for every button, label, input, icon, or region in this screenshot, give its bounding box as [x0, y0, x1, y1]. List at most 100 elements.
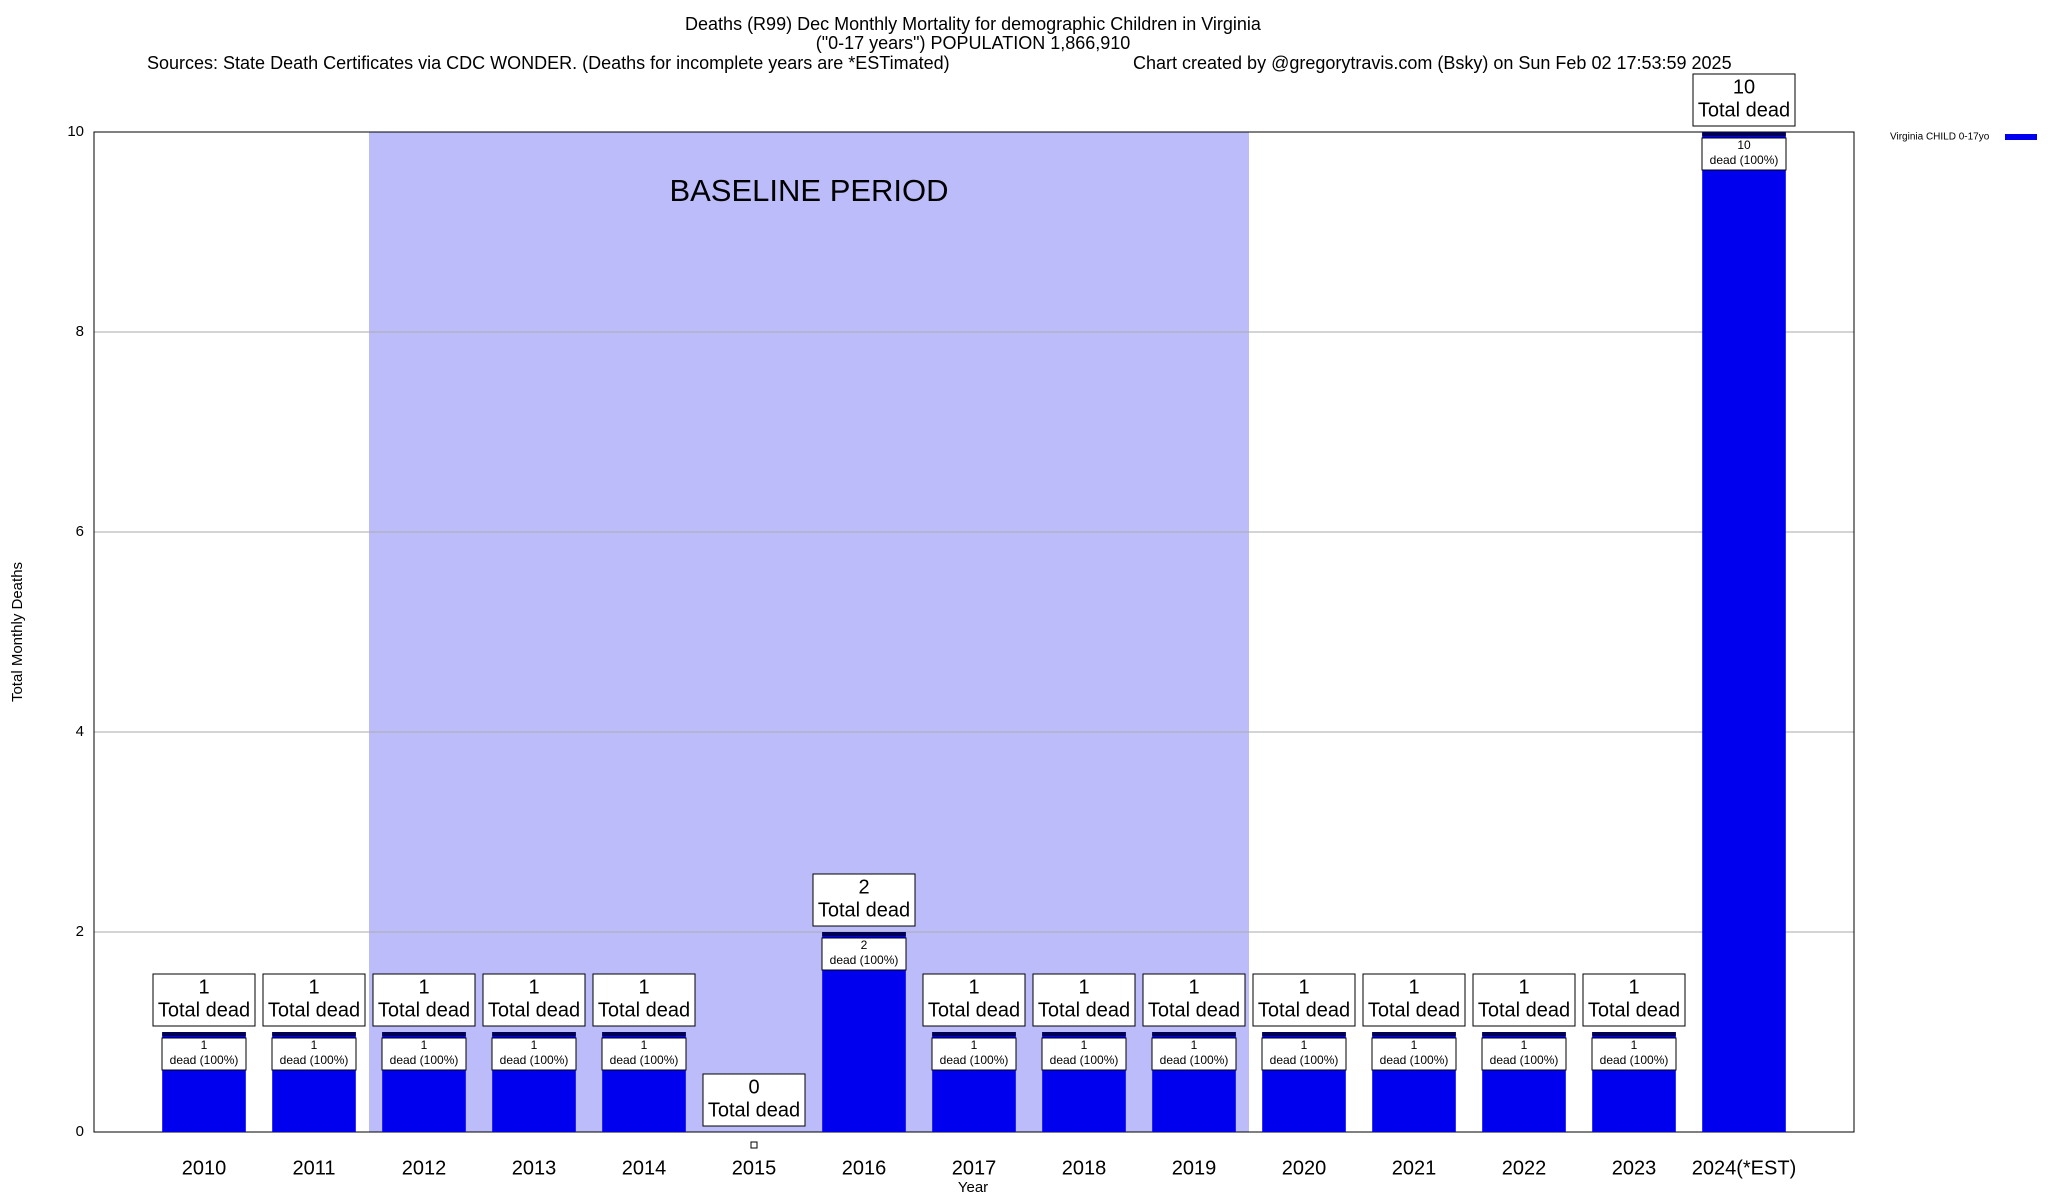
segment-label: dead (100%) — [1050, 1053, 1119, 1067]
baseline-label: BASELINE PERIOD — [669, 173, 948, 208]
total-value: 1 — [198, 976, 209, 998]
total-label-box — [1582, 973, 1686, 1027]
legend-label: Virginia CHILD 0-17yo — [1890, 132, 1990, 143]
segment-label: dead (100%) — [610, 1053, 679, 1067]
x-tick-label: 2022 — [1502, 1157, 1547, 1179]
total-value: 1 — [1188, 976, 1199, 998]
total-label-box — [1362, 973, 1466, 1027]
zero-marker — [750, 1141, 758, 1149]
x-tick-label: 2024(*EST) — [1692, 1157, 1797, 1179]
total-value: 1 — [1628, 976, 1639, 998]
total-label: Total dead — [1148, 999, 1240, 1021]
segment-label: dead (100%) — [1270, 1053, 1339, 1067]
baseline-region — [369, 132, 1249, 1132]
total-label: Total dead — [818, 899, 910, 921]
total-value: 1 — [1078, 976, 1089, 998]
total-label-box — [152, 973, 256, 1027]
x-tick-label: 2013 — [512, 1157, 557, 1179]
segment-label-box — [1701, 137, 1787, 171]
x-tick-label: 2015 — [732, 1157, 777, 1179]
chart-subtitle: ("0-17 years") POPULATION 1,866,910 — [816, 33, 1131, 53]
segment-label: dead (100%) — [280, 1053, 349, 1067]
segment-label-box — [1041, 1037, 1127, 1071]
total-label-box — [592, 973, 696, 1027]
segment-label-box — [491, 1037, 577, 1071]
total-value: 1 — [1408, 976, 1419, 998]
total-value: 0 — [748, 1076, 759, 1098]
segment-label-box — [381, 1037, 467, 1071]
x-tick-label: 2021 — [1392, 1157, 1437, 1179]
segment-label: dead (100%) — [500, 1053, 569, 1067]
total-label: Total dead — [378, 999, 470, 1021]
segment-value: 1 — [1521, 1038, 1528, 1052]
segment-value: 10 — [1737, 138, 1751, 152]
y-axis-label: Total Monthly Deaths — [9, 562, 26, 702]
segment-label-box — [601, 1037, 687, 1071]
segment-value: 1 — [1301, 1038, 1308, 1052]
segment-label: dead (100%) — [170, 1053, 239, 1067]
segment-value: 1 — [971, 1038, 978, 1052]
segment-value: 1 — [311, 1038, 318, 1052]
total-value: 10 — [1733, 76, 1755, 98]
x-tick-label: 2019 — [1172, 1157, 1217, 1179]
x-tick-label: 2016 — [842, 1157, 887, 1179]
x-tick-label: 2023 — [1612, 1157, 1657, 1179]
segment-label: dead (100%) — [1490, 1053, 1559, 1067]
chart-title: Deaths (R99) Dec Monthly Mortality for d… — [685, 14, 1262, 34]
x-tick-label: 2010 — [182, 1157, 227, 1179]
segment-label: dead (100%) — [830, 953, 899, 967]
x-tick-label: 2014 — [622, 1157, 667, 1179]
segment-label: dead (100%) — [1380, 1053, 1449, 1067]
total-label: Total dead — [158, 999, 250, 1021]
y-tick-label: 2 — [76, 923, 84, 940]
legend-swatch — [2005, 134, 2037, 140]
x-axis-label: Year — [958, 1179, 988, 1196]
total-label-box — [482, 973, 586, 1027]
total-label-box — [1472, 973, 1576, 1027]
total-label-box — [1142, 973, 1246, 1027]
total-label-box — [372, 973, 476, 1027]
y-tick-label: 4 — [76, 723, 84, 740]
total-label: Total dead — [1588, 999, 1680, 1021]
segment-label-box — [1261, 1037, 1347, 1071]
x-tick-label: 2018 — [1062, 1157, 1107, 1179]
segment-label: dead (100%) — [1160, 1053, 1229, 1067]
total-label-box — [1692, 73, 1796, 127]
total-label: Total dead — [1258, 999, 1350, 1021]
segment-label: dead (100%) — [1710, 153, 1779, 167]
total-label: Total dead — [928, 999, 1020, 1021]
total-label-box — [702, 1073, 806, 1127]
total-value: 1 — [308, 976, 319, 998]
total-value: 1 — [418, 976, 429, 998]
segment-label-box — [931, 1037, 1017, 1071]
total-value: 1 — [1298, 976, 1309, 998]
segment-label-box — [1151, 1037, 1237, 1071]
segment-label-box — [161, 1037, 247, 1071]
total-label: Total dead — [598, 999, 690, 1021]
segment-label: dead (100%) — [1600, 1053, 1669, 1067]
segment-value: 1 — [1191, 1038, 1198, 1052]
segment-label-box — [1371, 1037, 1457, 1071]
total-label-box — [1252, 973, 1356, 1027]
segment-label-box — [271, 1037, 357, 1071]
segment-label-box — [1481, 1037, 1567, 1071]
credit-note: Chart created by @gregorytravis.com (Bsk… — [1133, 53, 1732, 73]
segment-value: 1 — [1631, 1038, 1638, 1052]
total-label: Total dead — [1698, 99, 1790, 121]
segment-label-box — [821, 937, 907, 971]
segment-value: 1 — [421, 1038, 428, 1052]
x-tick-label: 2011 — [292, 1157, 335, 1179]
total-label: Total dead — [708, 1099, 800, 1121]
total-label: Total dead — [1038, 999, 1130, 1021]
y-tick-label: 8 — [76, 323, 84, 340]
y-tick-label: 0 — [76, 1123, 84, 1140]
segment-value: 1 — [201, 1038, 208, 1052]
total-label: Total dead — [1368, 999, 1460, 1021]
total-label-box — [812, 873, 916, 927]
total-value: 1 — [968, 976, 979, 998]
segment-value: 1 — [531, 1038, 538, 1052]
bar — [1702, 132, 1786, 1132]
x-tick-label: 2017 — [952, 1157, 997, 1179]
total-label: Total dead — [1478, 999, 1570, 1021]
